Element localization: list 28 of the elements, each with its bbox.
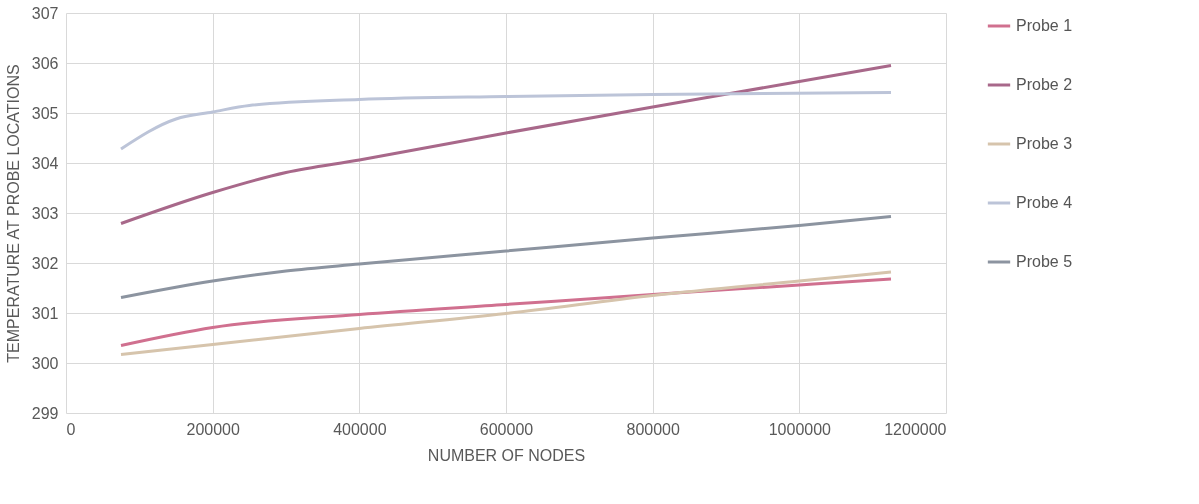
x-tick-label: 1000000 [768, 420, 832, 438]
line-series [119, 215, 893, 299]
y-tick-label: 307 [31, 4, 59, 22]
y-tick-label: 299 [31, 404, 59, 422]
y-tick-label: 302 [31, 254, 59, 272]
line-series [119, 64, 893, 225]
x-tick-label: 0 [66, 420, 76, 438]
y-axis-title: TEMPERATURE AT PROBE LOCATIONS [4, 64, 22, 363]
x-tick-label: 600000 [479, 420, 534, 438]
y-tick-label: 303 [31, 204, 59, 222]
line-series [119, 91, 893, 151]
x-tick-label: 800000 [626, 420, 680, 438]
y-tick-label: 300 [31, 354, 59, 372]
legend-label: Probe 3 [1016, 135, 1073, 152]
x-tick-label: 400000 [333, 420, 387, 438]
y-tick-label: 304 [31, 154, 59, 172]
y-tick-label: 306 [31, 54, 59, 72]
line-series [119, 277, 893, 347]
line-series [119, 270, 893, 356]
x-tick-label: 1200000 [884, 420, 947, 438]
x-axis-title: NUMBER OF NODES [427, 446, 586, 464]
legend-label: Probe 1 [1016, 17, 1073, 34]
legend-label: Probe 5 [1016, 253, 1073, 270]
x-tick-label: 200000 [186, 420, 240, 438]
y-tick-label: 305 [31, 104, 59, 122]
y-tick-label: 301 [31, 304, 59, 322]
legend-label: Probe 4 [1016, 194, 1073, 211]
legend-label: Probe 2 [1016, 76, 1073, 93]
